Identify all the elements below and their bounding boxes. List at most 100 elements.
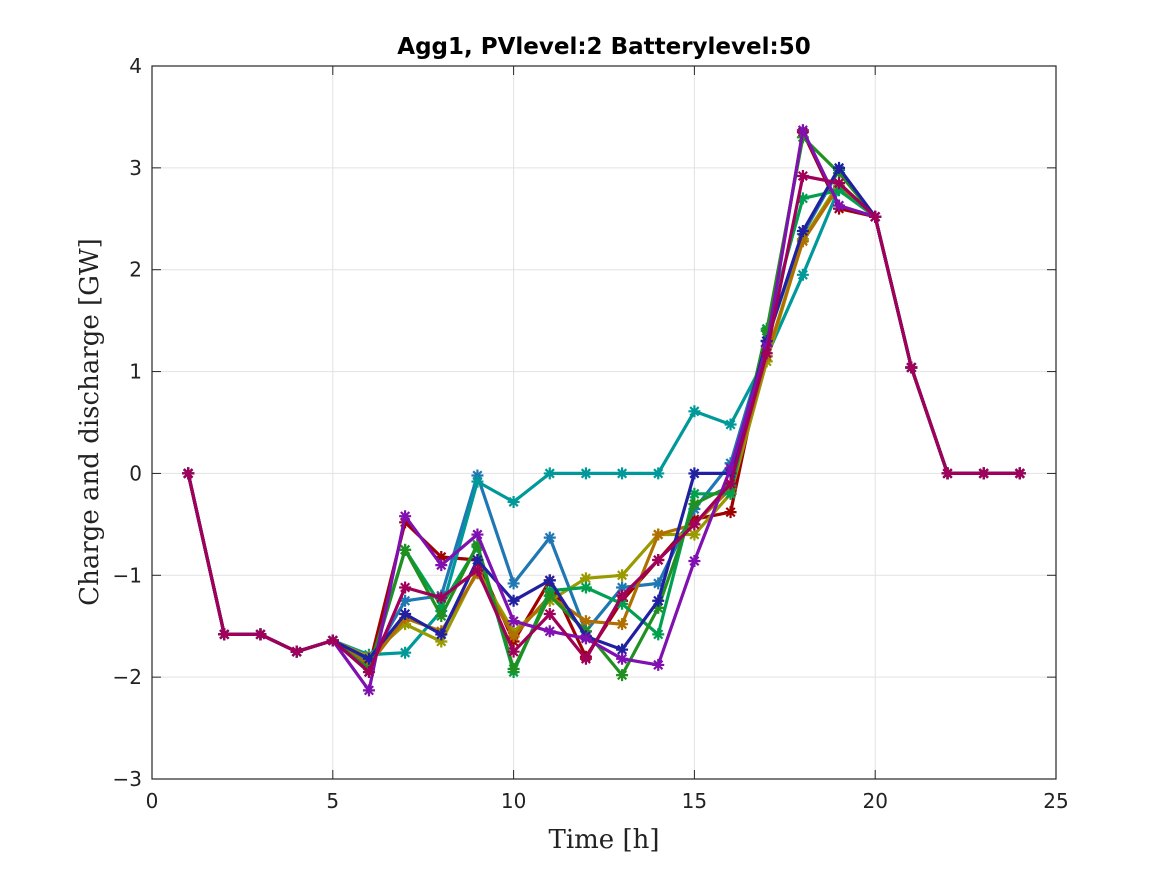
data-point (941, 467, 954, 480)
y-tick-label: −1 (113, 563, 142, 587)
data-point (833, 199, 846, 212)
y-axis-label: Charge and discharge [GW] (75, 238, 105, 606)
data-point (1013, 467, 1026, 480)
data-point (543, 607, 556, 620)
data-point (652, 658, 665, 671)
data-point (833, 161, 846, 174)
y-tick-label: 1 (129, 360, 142, 384)
data-point (435, 635, 448, 648)
data-point (326, 634, 339, 647)
data-point (688, 497, 701, 510)
series-layer (182, 124, 1026, 697)
data-point (688, 518, 701, 531)
x-tick-label: 5 (326, 789, 339, 813)
data-point (724, 462, 737, 475)
data-point (362, 652, 375, 665)
data-point (616, 643, 629, 656)
chart-title: Agg1, PVlevel:2 Batterylevel:50 (397, 34, 810, 60)
y-tick-label: −3 (113, 767, 142, 791)
data-point (579, 632, 592, 645)
data-point (399, 646, 412, 659)
x-tick-label: 0 (146, 789, 159, 813)
data-point (543, 625, 556, 638)
data-point (796, 225, 809, 238)
data-point (471, 528, 484, 541)
data-point (688, 487, 701, 500)
data-point (543, 589, 556, 602)
data-point (507, 630, 520, 643)
x-tick-label: 25 (1043, 789, 1068, 813)
data-point (471, 554, 484, 567)
y-tick-label: 2 (129, 258, 142, 282)
x-tick-label: 20 (862, 789, 887, 813)
data-point (760, 347, 773, 360)
data-point (399, 510, 412, 523)
data-point (399, 543, 412, 556)
data-point (507, 594, 520, 607)
data-point (471, 564, 484, 577)
data-point (616, 569, 629, 582)
data-point (543, 531, 556, 544)
data-point (399, 607, 412, 620)
data-point (796, 268, 809, 281)
data-point (507, 662, 520, 675)
data-point (507, 645, 520, 658)
data-point (652, 554, 665, 567)
data-point (616, 597, 629, 610)
data-point (652, 601, 665, 614)
axes-box (151, 65, 1057, 780)
data-point (362, 666, 375, 679)
y-tick-label: 0 (129, 461, 142, 485)
data-point (616, 669, 629, 682)
data-point (796, 235, 809, 248)
data-point (579, 572, 592, 585)
x-axis-label: Time [h] (549, 825, 660, 855)
series-line (186, 174, 1022, 674)
data-point (471, 469, 484, 482)
x-tick-label: 15 (682, 789, 707, 813)
data-point (616, 467, 629, 480)
data-point (507, 615, 520, 628)
data-point (616, 618, 629, 631)
data-point (362, 684, 375, 697)
data-point (724, 418, 737, 431)
data-point (724, 506, 737, 519)
data-point (652, 594, 665, 607)
data-point (543, 574, 556, 587)
x-tick-label: 10 (501, 789, 526, 813)
y-tick-label: 4 (129, 54, 142, 78)
data-point (435, 610, 448, 623)
data-point (399, 618, 412, 631)
data-point (652, 467, 665, 480)
data-point (435, 550, 448, 563)
data-point (760, 324, 773, 337)
data-point (616, 589, 629, 602)
data-point (579, 615, 592, 628)
data-point (796, 124, 809, 137)
data-point (796, 192, 809, 205)
data-point (399, 581, 412, 594)
data-point (833, 184, 846, 197)
data-point (724, 487, 737, 500)
data-point (688, 467, 701, 480)
data-point (579, 652, 592, 665)
data-point (616, 652, 629, 665)
data-point (977, 467, 990, 480)
data-point (652, 528, 665, 541)
data-point (796, 170, 809, 183)
data-point (905, 361, 918, 374)
data-point (833, 177, 846, 190)
data-point (254, 628, 267, 641)
data-point (543, 467, 556, 480)
data-point (652, 577, 665, 590)
data-point (507, 495, 520, 508)
data-point (290, 645, 303, 658)
data-point (507, 577, 520, 590)
data-point (399, 594, 412, 607)
data-point (435, 559, 448, 572)
data-point (869, 210, 882, 223)
y-tick-label: 3 (129, 156, 142, 180)
data-point (218, 628, 231, 641)
ticks: 0 5 10 15 20 25 −3 −2 −1 0 1 2 3 4 (113, 54, 1069, 813)
